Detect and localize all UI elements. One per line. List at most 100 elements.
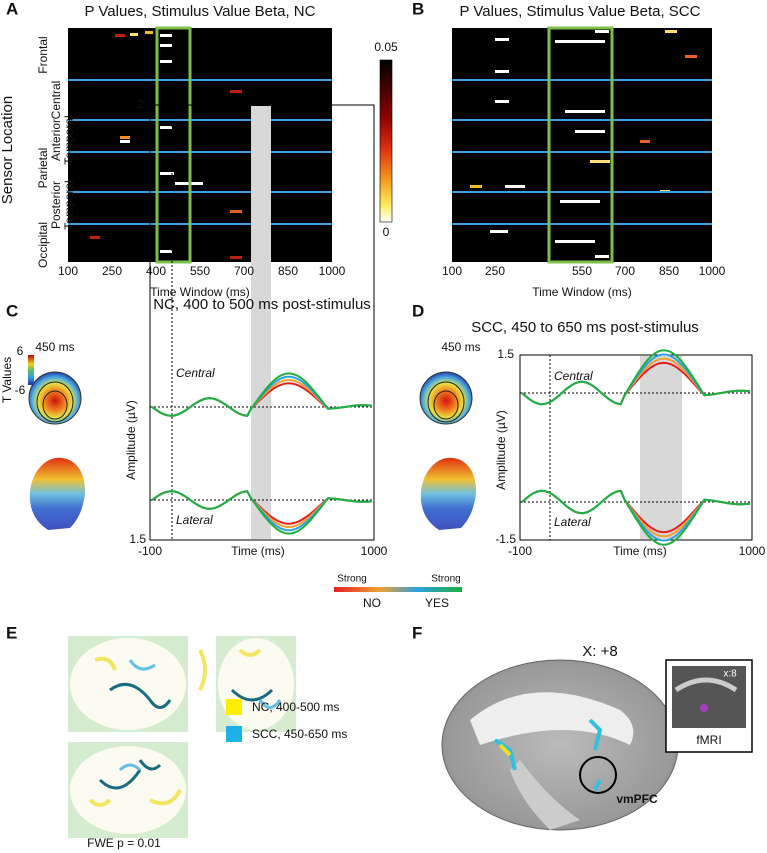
heatmap-cell [90, 236, 100, 239]
region-label: Occipital [36, 222, 50, 268]
heatmap-cell [130, 33, 138, 36]
panel-letter: E [6, 623, 17, 642]
map-time: 450 ms [441, 340, 480, 354]
colorbar-label: 6 [17, 344, 24, 358]
heatmap-cell [490, 230, 508, 233]
x-tick-label: 250 [102, 264, 122, 278]
heatmap-cell [495, 38, 509, 41]
slice-label: X: +8 [582, 643, 617, 660]
heatmap-cell [495, 100, 509, 103]
legend-label: NC, 400-500 ms [252, 700, 339, 714]
x-tick-label: 100 [58, 264, 78, 278]
y-tick-label: -1.5 [495, 532, 516, 546]
panel-letter: B [412, 0, 424, 18]
t-colorbar [28, 355, 34, 385]
trace-label: Central [554, 369, 593, 383]
y-tick-label: 1.5 [129, 532, 146, 546]
heatmap-cell [230, 256, 242, 259]
x-tick-label: 250 [485, 264, 505, 278]
heatmap-cell [160, 172, 174, 175]
heatmap-cell [565, 110, 605, 113]
heatmap-cell [505, 185, 525, 188]
legend-label: NO [363, 596, 381, 610]
contour [433, 390, 459, 420]
x-tick-label: 700 [234, 264, 254, 278]
legend-swatch [226, 699, 242, 715]
waveform [151, 490, 373, 535]
heatmap-b [452, 28, 712, 262]
panel-title: NC, 400 to 500 ms post-stimulus [153, 296, 371, 313]
analysis-window [251, 106, 271, 539]
heatmap-cell [160, 250, 172, 253]
heatmap-cell [640, 140, 650, 143]
x-tick-label: -100 [138, 544, 162, 558]
region-dividers [68, 79, 712, 225]
x-axis-label: Time Window (ms) [150, 285, 250, 299]
heatmap-cell [575, 130, 605, 133]
contour [36, 381, 74, 423]
panel-letter: D [412, 301, 424, 320]
panel-title: P Values, Stimulus Value Beta, SCC [460, 3, 701, 20]
y-tick-label: 2 [137, 97, 144, 111]
waveform [521, 349, 751, 406]
y-axis-label: Amplitude (µV) [124, 400, 138, 480]
region-label: vmPFC [616, 792, 658, 806]
highlight-window [547, 26, 614, 264]
contour [42, 390, 68, 420]
contour [427, 381, 465, 423]
heatmap-cell [230, 90, 242, 93]
region-label: Parietal [36, 148, 50, 189]
heatmap-cell [555, 40, 605, 43]
x-tick-label: 400 [146, 264, 166, 278]
heatmap-cell [120, 140, 130, 143]
highlight-window [155, 26, 192, 264]
inset-label: fMRI [696, 733, 721, 747]
legend-label: Strong [337, 574, 366, 585]
panel-title: P Values, Stimulus Value Beta, NC [85, 3, 316, 20]
x-tick-label: 1000 [739, 544, 766, 558]
x-tick-label: 850 [278, 264, 298, 278]
topo-map [28, 371, 82, 425]
inset-slice: x:8 [723, 669, 737, 680]
x-tick-label: 100 [442, 264, 462, 278]
y-tick-label: 1.5 [497, 347, 514, 361]
heatmap-cell [120, 136, 130, 139]
heatmap-cell [685, 55, 697, 58]
plot-frame [519, 354, 753, 541]
topo-map [419, 371, 473, 425]
region-label: Anterior [49, 119, 63, 161]
panel-letter: C [6, 301, 18, 320]
x-axis-label: Time (ms) [613, 544, 667, 558]
heatmap-cell [160, 44, 172, 47]
heatmap-cells [90, 30, 697, 259]
legend-label: SCC, 450-650 ms [252, 727, 347, 741]
heatmap-cell [160, 60, 172, 63]
heatmap-cell [665, 30, 677, 33]
region-label: Posterior [49, 181, 63, 229]
panel-letter: F [412, 623, 422, 642]
legend-label: YES [425, 596, 449, 610]
waveform [151, 372, 373, 417]
y-axis-label: Amplitude (µV) [494, 410, 508, 490]
x-tick-label: -100 [508, 544, 532, 558]
x-tick-label: 1000 [361, 544, 388, 558]
brain-slice [441, 659, 753, 831]
colorbar-title: T Values [0, 357, 14, 403]
region-label: Temporal [62, 180, 76, 229]
region-label: Central [49, 81, 63, 120]
x-tick-label: 1000 [319, 264, 346, 278]
head-map [29, 457, 86, 530]
colorbar-label: 0.05 [374, 40, 398, 54]
colorbar-label: -6 [15, 383, 26, 397]
trace-label: Central [176, 366, 215, 380]
region-label: Frontal [36, 36, 50, 73]
x-tick-label: 850 [659, 264, 679, 278]
heatmap-cell [560, 200, 600, 203]
map-time: 450 ms [35, 340, 74, 354]
waveforms [151, 349, 751, 546]
x-tick-label: 550 [190, 264, 210, 278]
value-scale [334, 587, 462, 592]
colorbar-label: 0 [383, 225, 390, 239]
threshold-label: FWE p = 0.01 [87, 836, 161, 850]
